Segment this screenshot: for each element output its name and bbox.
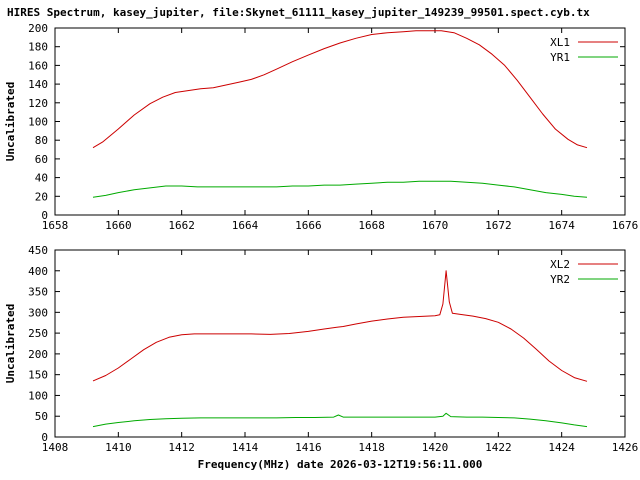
legend-label-YR1: YR1 [550,51,570,64]
y-axis-label: Uncalibrated [4,304,17,383]
x-tick-label: 1670 [422,219,449,232]
y-tick-label: 50 [35,410,48,423]
spectrum-panel-2: 1408 1410 1412 1414 1416 1418 1420 1422 1424 1426… [4,244,638,454]
spectrum-panel-1: 1658 1660 1662 1664 1666 1668 1670 1672 1674 1676… [4,22,638,232]
x-tick-label: 1410 [105,441,132,454]
x-tick-label: 1674 [548,219,575,232]
x-tick-label: 1658 [42,219,69,232]
series-XL2 [92,270,588,382]
legend-label-XL1: XL1 [550,36,570,49]
y-tick-label: 150 [28,369,48,382]
y-tick-label: 400 [28,265,48,278]
y-tick-label: 160 [28,59,48,72]
x-tick-label: 1418 [358,441,385,454]
y-tick-label: 60 [35,153,48,166]
y-tick-label: 0 [41,209,48,222]
legend-label-YR2: YR2 [550,273,570,286]
x-tick-label: 1664 [232,219,259,232]
series-YR2 [92,412,588,428]
plot-border [54,27,626,216]
y-tick-label: 300 [28,306,48,319]
y-tick-label: 180 [28,41,48,54]
x-tick-label: 1662 [168,219,195,232]
y-tick-label: 20 [35,190,48,203]
y-tick-label: 450 [28,244,48,257]
x-axis-label: Frequency(MHz) date 2026-03-12T19:56:11.… [197,458,483,471]
x-tick-label: 1412 [168,441,195,454]
y-tick-label: 0 [41,431,48,444]
x-tick-label: 1424 [548,441,575,454]
y-tick-label: 40 [35,172,48,185]
y-tick-label: 80 [35,134,48,147]
y-tick-label: 140 [28,78,48,91]
chart-title: HIRES Spectrum, kasey_jupiter, file:Skyn… [7,6,590,19]
x-tick-label: 1426 [612,441,639,454]
x-tick-label: 1414 [232,441,259,454]
y-tick-label: 120 [28,97,48,110]
y-tick-label: 350 [28,286,48,299]
x-tick-label: 1676 [612,219,639,232]
x-tick-label: 1666 [295,219,322,232]
y-axis-label: Uncalibrated [4,82,17,161]
y-tick-label: 200 [28,22,48,35]
x-tick-label: 1672 [485,219,512,232]
y-tick-label: 100 [28,116,48,129]
y-tick-label: 250 [28,327,48,340]
series-XL1 [92,30,588,149]
x-tick-label: 1408 [42,441,69,454]
x-tick-label: 1660 [105,219,132,232]
x-tick-label: 1416 [295,441,322,454]
legend-label-XL2: XL2 [550,258,570,271]
x-tick-label: 1422 [485,441,512,454]
plot-border [54,249,626,438]
y-tick-label: 100 [28,389,48,402]
series-YR1 [92,180,588,198]
x-tick-label: 1420 [422,441,449,454]
y-tick-label: 200 [28,348,48,361]
x-tick-label: 1668 [358,219,385,232]
